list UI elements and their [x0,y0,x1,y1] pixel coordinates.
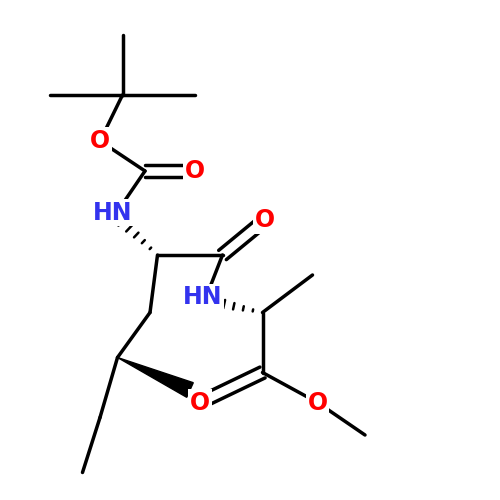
Text: O: O [90,129,110,153]
Text: HN: HN [93,200,132,224]
Text: O: O [255,208,275,232]
Text: O: O [308,390,328,414]
Polygon shape [118,358,194,398]
Text: O: O [190,390,210,414]
Text: O: O [185,159,205,183]
Text: HN: HN [182,286,222,310]
